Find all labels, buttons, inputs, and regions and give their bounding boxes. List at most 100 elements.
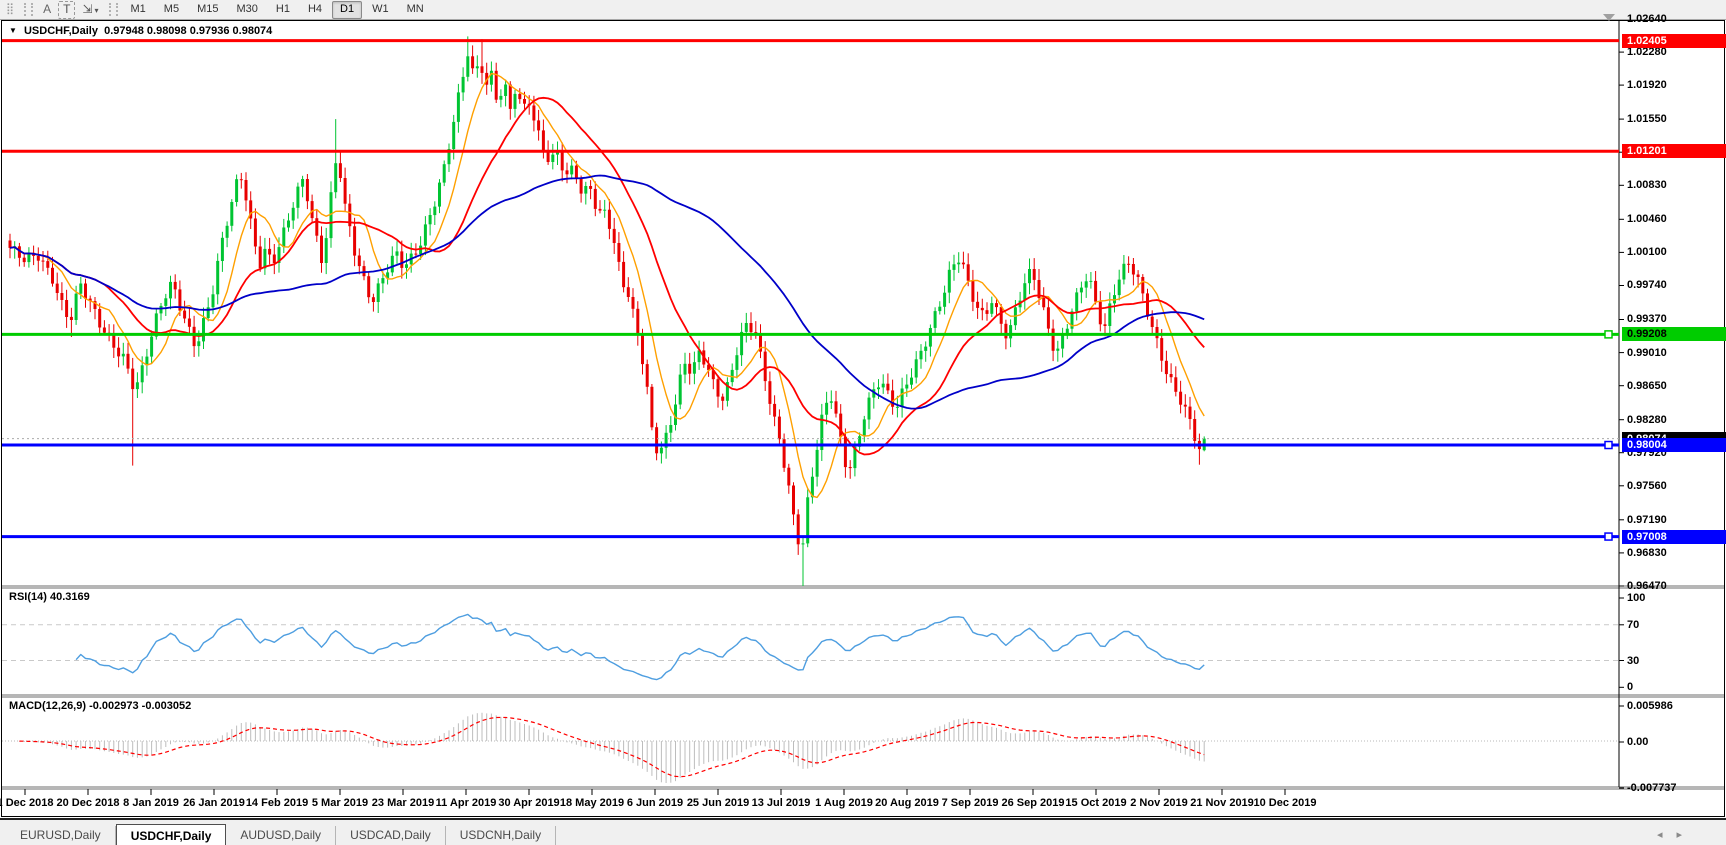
price-tick-label: 1.01920 [1627, 79, 1667, 91]
date-label: 30 Apr 2019 [498, 797, 560, 809]
price-tick-label: 1.01550 [1627, 113, 1667, 125]
arrows-tool-button[interactable]: ⇲ ▾ [77, 1, 103, 19]
tab-scroll-arrows[interactable]: ◂▸ [1657, 828, 1696, 841]
price-tick-label: 1.00460 [1627, 213, 1667, 225]
date-label: 23 Mar 2019 [371, 797, 435, 809]
date-label: 26 Sep 2019 [1001, 797, 1065, 809]
arrows-icon: ⇲ [82, 1, 93, 16]
tab-scroll-right-icon[interactable]: ▸ [1676, 829, 1696, 841]
candles-layer [8, 36, 1206, 586]
toolbar-grip-icon: ⣿ [6, 2, 15, 15]
price-tick-label: 1.00100 [1627, 246, 1667, 258]
timeframe-m15[interactable]: M15 [197, 2, 219, 15]
price-badge: 0.99208 [1622, 327, 1726, 341]
rsi-tick-label: 30 [1627, 655, 1640, 667]
chart-title: ▼ USDCHF,Daily 0.97948 0.98098 0.97936 0… [9, 25, 272, 37]
timeframe-w1[interactable]: W1 [372, 2, 389, 15]
price-tick-label: 0.99740 [1627, 279, 1667, 291]
timeframe-mn[interactable]: MN [406, 2, 424, 15]
tab-eurusd-daily[interactable]: EURUSD,Daily [6, 826, 116, 845]
macd-indicator-label: MACD(12,26,9) -0.002973 -0.003052 [9, 700, 192, 712]
price-tick-label: 0.99010 [1627, 347, 1667, 359]
text-t-tool-button[interactable]: T [58, 0, 76, 19]
date-label: 26 Jan 2019 [183, 797, 245, 809]
chart-window[interactable]: ▼ USDCHF,Daily 0.97948 0.98098 0.97936 0… [0, 13, 1726, 817]
macd-tick-label: 0.00 [1627, 736, 1649, 748]
chart-symbol-label: USDCHF,Daily [23, 25, 98, 37]
date-label: 11 Apr 2019 [435, 797, 497, 809]
macd-panel [2, 705, 1624, 789]
hline-handle[interactable] [1604, 440, 1613, 450]
timeframe-m5[interactable]: M5 [163, 2, 180, 15]
date-label: 21 Nov 2019 [1190, 797, 1254, 809]
panel-dividers [2, 21, 1724, 790]
date-label: 10 Dec 2019 [1253, 797, 1317, 809]
toolbar-separator [108, 3, 118, 16]
date-label: 13 Jul 2019 [751, 797, 811, 809]
rsi-tick-label: 100 [1627, 592, 1646, 604]
price-tick-label: 0.97190 [1627, 514, 1667, 526]
top-toolbar: ⣿ A T ⇲ ▾ M1 M5 M15 M30 H1 H4 D1 W1 MN [0, 0, 1726, 20]
hline-handle[interactable] [1604, 330, 1613, 339]
tab-usdcnh-daily[interactable]: USDCNH,Daily [446, 826, 557, 845]
tab-audusd-daily[interactable]: AUDUSD,Daily [226, 826, 337, 845]
text-a-tool-button[interactable]: A [43, 1, 52, 16]
date-axis-ticks [24, 789, 1286, 795]
price-badge: 0.97008 [1622, 530, 1726, 544]
timeframe-h1[interactable]: H1 [275, 2, 290, 15]
price-badge: 1.02405 [1622, 34, 1726, 48]
collapse-triangle-icon[interactable]: ▼ [9, 26, 17, 35]
date-label: 20 Aug 2019 [875, 797, 939, 809]
timeframe-h4[interactable]: H4 [307, 2, 322, 15]
date-label: 5 Mar 2019 [311, 797, 369, 809]
price-axis-ticks [1619, 51, 1624, 587]
date-label: 7 Sep 2019 [941, 797, 999, 809]
date-label: 20 Dec 2018 [56, 797, 120, 809]
date-label: 18 May 2019 [559, 797, 625, 809]
chart-tab-bar: EURUSD,Daily USDCHF,Daily AUDUSD,Daily USDC… [0, 818, 1726, 845]
rsi-tick-label: 70 [1627, 619, 1640, 631]
chart-ohlc-values: 0.97948 0.98098 0.97936 0.98074 [104, 25, 273, 37]
ma-fast-line [9, 72, 1205, 499]
toolbar-separator [24, 3, 34, 16]
price-tick-label: 1.02280 [1627, 46, 1667, 58]
price-tick-label: 0.96830 [1627, 547, 1667, 559]
date-label: 15 Oct 2019 [1065, 797, 1127, 809]
date-label: 25 Jun 2019 [686, 797, 750, 809]
date-label: 1 Dec 2018 [0, 797, 54, 809]
tab-usdcad-daily[interactable]: USDCAD,Daily [336, 826, 446, 845]
ma-slow-line [9, 174, 1205, 410]
price-badge: 1.01201 [1622, 144, 1726, 158]
macd-tick-label: -0.007737 [1627, 782, 1677, 794]
date-label: 6 Jun 2019 [626, 797, 684, 809]
rsi-indicator-label: RSI(14) 40.3169 [9, 591, 90, 603]
rsi-line [75, 613, 1205, 681]
price-tick-label: 1.02640 [1627, 13, 1667, 25]
price-tick-label: 1.00830 [1627, 179, 1667, 191]
price-tick-label: 0.98280 [1627, 414, 1667, 426]
chart-canvas [2, 21, 1724, 795]
timeframe-m30[interactable]: M30 [236, 2, 258, 15]
macd-tick-label: 0.005986 [1627, 700, 1673, 712]
price-tick-label: 0.99370 [1627, 313, 1667, 325]
timeframe-m1[interactable]: M1 [130, 2, 146, 15]
dropdown-caret-icon: ▾ [94, 5, 99, 15]
date-label: 8 Jan 2019 [123, 797, 179, 809]
rsi-panel [2, 597, 1624, 688]
price-tick-label: 0.97560 [1627, 480, 1667, 492]
tab-scroll-left-icon[interactable]: ◂ [1656, 829, 1677, 841]
macd-signal-line [19, 716, 1205, 778]
price-tick-label: 0.96470 [1627, 580, 1667, 592]
date-label: 2 Nov 2019 [1130, 797, 1188, 809]
hline-handle[interactable] [1604, 532, 1613, 541]
horizontal-lines-layer [2, 39, 1619, 541]
price-tick-label: 0.98650 [1627, 380, 1667, 392]
chart-shift-marker-icon[interactable] [1603, 14, 1615, 21]
date-label: 1 Aug 2019 [815, 797, 873, 809]
timeframe-button-group: M1 M5 M15 M30 H1 H4 D1 W1 MN [122, 0, 433, 19]
date-label: 14 Feb 2019 [245, 797, 309, 809]
timeframe-d1[interactable]: D1 [332, 0, 363, 19]
tab-usdchf-daily[interactable]: USDCHF,Daily [115, 824, 227, 845]
rsi-tick-label: 0 [1627, 681, 1634, 693]
